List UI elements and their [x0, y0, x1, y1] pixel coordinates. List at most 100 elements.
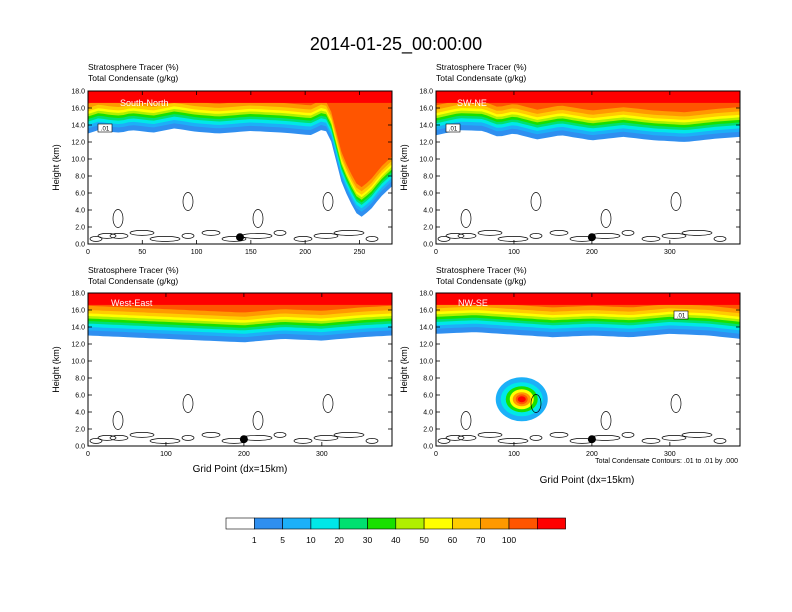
x-tick-label: 200: [586, 249, 598, 256]
y-tick-label: 8.0: [75, 376, 85, 383]
y-tick-label: 0.0: [423, 444, 433, 451]
y-tick-label: 6.0: [75, 393, 85, 400]
y-tick-label: 0.0: [75, 444, 85, 451]
x-tick-label: 250: [354, 249, 366, 256]
condensate-contour: [529, 435, 543, 441]
contour-label-box: [97, 123, 113, 133]
x-tick-label: 100: [191, 249, 203, 256]
condensate-contour: [445, 435, 465, 441]
colorbar-swatch: [423, 517, 453, 530]
condensate-contour: [182, 192, 194, 211]
tracer-band-max: [88, 293, 392, 305]
plot-frame: [87, 292, 393, 447]
y-tick-label: 2.0: [75, 225, 85, 232]
y-tick-label: 14.0: [419, 123, 433, 130]
condensate-contour: [293, 438, 313, 444]
plot-area: .01 0.0 2.0 4.0 6.0 8.0 10.0 12.0 14.0 16.0 18.0 0 5…: [51, 89, 393, 256]
x-tick-label: 150: [245, 249, 257, 256]
condensate-contour: [201, 432, 221, 438]
condensate-contour: [477, 230, 503, 236]
x-tick-label: 50: [138, 249, 146, 256]
x-tick-label: 300: [664, 451, 676, 458]
condensate-contour: [713, 236, 727, 242]
y-tick-label: 18.0: [71, 89, 85, 96]
tracer-field: [88, 293, 392, 343]
y-tick-label: 4.0: [423, 410, 433, 417]
colorbar-label: 20: [334, 535, 344, 545]
plot-frame: [87, 90, 393, 245]
y-tick-label: 6.0: [423, 191, 433, 198]
condensate-contour: [460, 209, 472, 228]
condensate-contour: [149, 438, 181, 444]
condensate-contour: [112, 411, 124, 430]
condensate-contour: [670, 192, 682, 211]
panel-label: SW-NE: [457, 98, 487, 108]
colorbar-label: 70: [476, 535, 486, 545]
colorbar-swatch: [367, 517, 397, 530]
location-marker: [239, 435, 248, 444]
y-tick-label: 0.0: [75, 242, 85, 249]
condensate-contour: [457, 233, 477, 239]
panel-title-line-2: Total Condensate (g/kg): [436, 73, 526, 83]
y-tick-label: 2.0: [75, 427, 85, 434]
y-tick-label: 12.0: [419, 140, 433, 147]
condensate-contour: [273, 432, 287, 438]
x-tick-label: 0: [434, 451, 438, 458]
contour-label-box: [673, 310, 689, 320]
y-tick-label: 16.0: [71, 106, 85, 113]
colorbar: 1 5 10 20 30 40 50 60 70 100: [225, 517, 566, 545]
condensate-contour: [661, 435, 687, 441]
panel-title-line-1: Stratosphere Tracer (%): [88, 265, 179, 275]
x-tick-label: 100: [508, 451, 520, 458]
condensate-contour: [322, 394, 334, 413]
colorbar-swatch: [536, 517, 566, 530]
condensate-contour: [293, 236, 313, 242]
plot-area: .01 0.0 2.0 4.0 6.0 8.0 10.0 12.0 14.0 16.0 18.0 0 1…: [399, 89, 741, 256]
panel-sw-ne: Stratosphere Tracer (%) Total Condensate…: [399, 62, 741, 256]
condensate-contour: [621, 432, 635, 438]
panel-label: South-North: [120, 98, 169, 108]
condensate-contour: [129, 432, 155, 438]
condensate-contour: [252, 411, 264, 430]
panel-label: West-East: [111, 298, 153, 308]
condensate-contour: [273, 230, 287, 236]
colorbar-label: 100: [502, 535, 516, 545]
y-axis-label: Height (km): [51, 144, 61, 191]
y-tick-label: 2.0: [423, 225, 433, 232]
x-tick-label: 0: [86, 249, 90, 256]
x-tick-label: 200: [586, 451, 598, 458]
condensate-contour: [530, 192, 542, 211]
condensate-contour: [529, 233, 543, 239]
condensate-contour: [181, 233, 195, 239]
y-tick-label: 12.0: [71, 342, 85, 349]
condensate-contour: [182, 394, 194, 413]
condensate-contour: [109, 233, 129, 239]
y-tick-label: 6.0: [75, 191, 85, 198]
colorbar-swatch: [225, 517, 255, 530]
y-tick-label: 4.0: [423, 208, 433, 215]
plot-frame: [435, 90, 741, 245]
panel-west-east: Stratosphere Tracer (%) Total Condensate…: [51, 265, 393, 475]
y-tick-label: 8.0: [423, 376, 433, 383]
plot-area: .01 0.0 2.0 4.0 6.0 8.0 10.0 12.0 14.0 16.0 18.0 0 1…: [399, 291, 741, 458]
y-tick-label: 4.0: [75, 410, 85, 417]
condensate-contour: [530, 394, 542, 413]
contour-label: .01: [449, 127, 458, 133]
condensate-contour: [365, 438, 379, 444]
tracer-field: [436, 91, 740, 142]
plot-frame: [435, 292, 741, 447]
y-tick-label: 16.0: [419, 308, 433, 315]
panel-title-line-1: Stratosphere Tracer (%): [88, 62, 179, 72]
contour-footnote: Total Condensate Contours: .01 to .01 by…: [595, 458, 738, 465]
x-axis-label: Grid Point (dx=15km): [540, 475, 635, 486]
condensate-contour: [322, 192, 334, 211]
tracer-field: [88, 91, 392, 217]
tracer-field: [436, 293, 740, 422]
condensate-contour: [497, 438, 529, 444]
condensate-contour: [181, 435, 195, 441]
tracer-band: [88, 91, 392, 205]
colorbar-swatch: [338, 517, 368, 530]
contour-label-box: [445, 123, 461, 133]
y-tick-label: 14.0: [71, 123, 85, 130]
condensate-contour: [221, 236, 247, 242]
